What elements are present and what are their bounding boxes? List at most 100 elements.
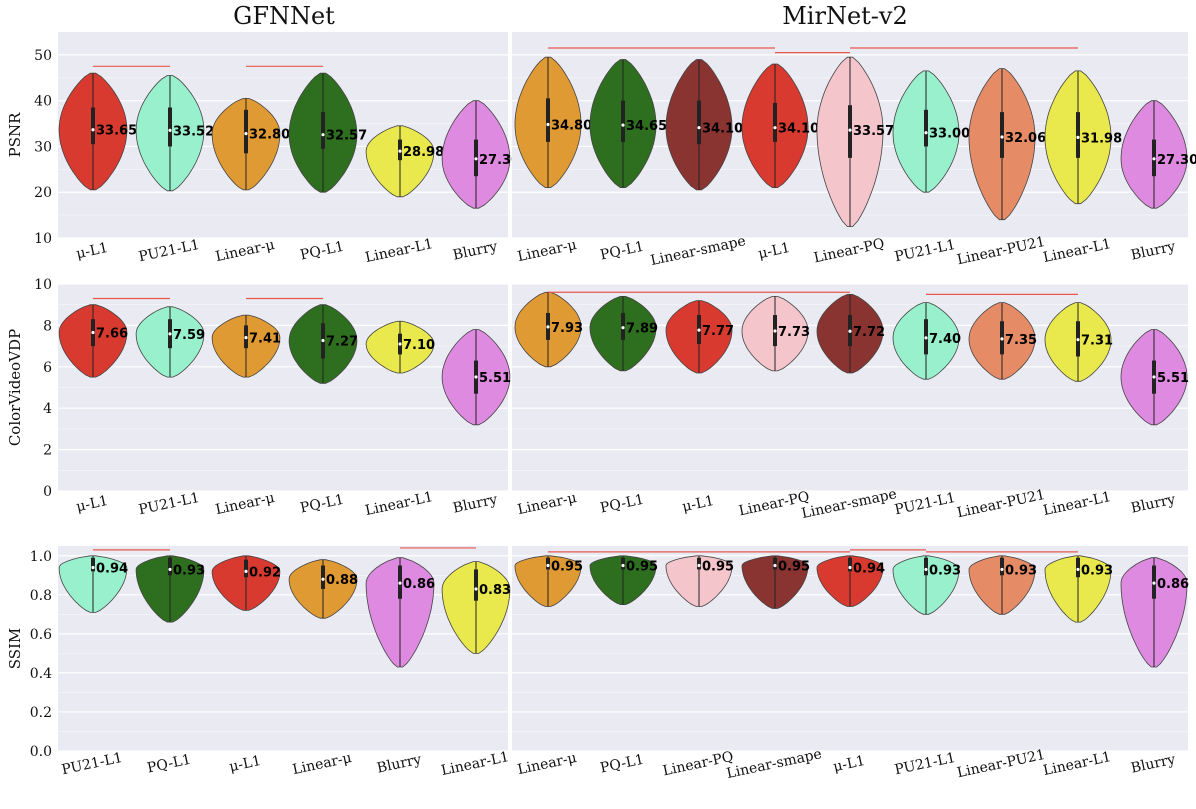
violin-mean-label: 28.98 bbox=[403, 145, 444, 160]
violin-mean-label: 0.93 bbox=[1081, 563, 1113, 578]
x-tick-label: Linear-PQ bbox=[812, 236, 886, 267]
x-tick-label: Linear-μ bbox=[516, 490, 578, 518]
violin-mean-label: 7.27 bbox=[326, 335, 358, 350]
x-tick-label: Linear-μ bbox=[516, 237, 578, 265]
violin-median-dot bbox=[321, 338, 325, 343]
x-tick-label: PU21-L1 bbox=[60, 750, 124, 778]
violin-mean-label: 7.89 bbox=[626, 322, 658, 337]
violin-median-dot bbox=[1076, 338, 1080, 342]
violin-median-dot bbox=[321, 577, 325, 581]
violin-mean-label: 7.10 bbox=[403, 338, 435, 353]
violin-mean-label: 27.30 bbox=[479, 153, 520, 168]
violin-median-dot bbox=[398, 581, 402, 585]
violin-mean-label: 0.95 bbox=[551, 560, 583, 575]
violin-median-dot bbox=[244, 336, 248, 340]
violin-median-dot bbox=[546, 122, 550, 127]
violin-median-dot bbox=[546, 563, 550, 568]
y-axis-label: ColorVideoVDP bbox=[6, 329, 24, 446]
violin-mean-label: 31.98 bbox=[1081, 131, 1122, 146]
x-tick-label: PQ-L1 bbox=[146, 752, 193, 777]
violin-mean-label: 0.83 bbox=[479, 583, 511, 598]
violin-median-dot bbox=[1152, 581, 1156, 585]
violin-mean-label: 7.72 bbox=[853, 325, 885, 340]
violin-mean-label: 0.86 bbox=[403, 577, 435, 592]
chart-panel-4: 0.0 0.2 0.4 0.6 0.8 1.0 SSIM 0.94 PU21-L1 0.93 PQ-… bbox=[6, 546, 511, 779]
x-tick-label: μ-L1 bbox=[832, 753, 867, 775]
y-tick-label: 0.8 bbox=[30, 588, 52, 604]
violin-median-dot bbox=[168, 567, 172, 572]
y-tick-label: 0 bbox=[43, 484, 52, 500]
x-tick-label: Linear-μ bbox=[214, 237, 276, 265]
x-tick-label: Blurry bbox=[1129, 752, 1177, 777]
violin-median-dot bbox=[697, 126, 701, 130]
violin-mean-label: 7.40 bbox=[929, 332, 961, 347]
chart-panel-0: 10 20 30 40 50 PSNR 33.65 μ-L1 33.52 PU21-L1 32.80… bbox=[6, 32, 520, 266]
violin-mean-label: 34.65 bbox=[626, 119, 667, 134]
x-tick-label: Linear-L1 bbox=[1042, 489, 1113, 519]
y-tick-label: 20 bbox=[34, 185, 52, 201]
y-tick-label: 10 bbox=[34, 231, 52, 247]
y-tick-label: 2 bbox=[43, 443, 52, 459]
violin-median-dot bbox=[244, 132, 248, 136]
violin-mean-label: 0.95 bbox=[626, 560, 658, 575]
x-tick-label: Linear-μ bbox=[516, 750, 578, 778]
y-tick-label: 0.2 bbox=[30, 705, 52, 721]
violin-median-dot bbox=[474, 157, 478, 161]
x-tick-label: PU21-L1 bbox=[893, 490, 957, 518]
x-tick-label: Linear-PU21 bbox=[956, 487, 1047, 521]
violin-mean-label: 7.93 bbox=[551, 321, 583, 336]
violin-mean-label: 7.66 bbox=[96, 326, 128, 341]
y-tick-label: 4 bbox=[43, 401, 52, 417]
violin-mean-label: 7.59 bbox=[173, 328, 205, 343]
violin-median-dot bbox=[546, 325, 550, 329]
x-tick-label: PQ-L1 bbox=[299, 239, 346, 264]
violin-mean-label: 33.52 bbox=[173, 124, 214, 139]
x-tick-label: Linear-L1 bbox=[364, 489, 435, 519]
x-tick-label: Blurry bbox=[451, 239, 499, 264]
chart-panel-3: 7.93 Linear-μ 7.89 PQ-L1 7.77 μ-L1 7.73 Linear-… bbox=[512, 283, 1189, 522]
violin-median-dot bbox=[773, 329, 777, 333]
violin-median-dot bbox=[848, 128, 852, 132]
x-tick-label: Linear-μ bbox=[214, 490, 276, 518]
violin-mean-label: 0.88 bbox=[326, 573, 358, 588]
violin-mean-label: 34.80 bbox=[551, 118, 592, 133]
violin-mean-label: 34.10 bbox=[778, 122, 819, 137]
violin-mean-label: 33.00 bbox=[929, 127, 970, 142]
violin-median-dot bbox=[168, 128, 172, 132]
violin-mean-label: 32.57 bbox=[326, 129, 367, 144]
violin-mean-label: 7.31 bbox=[1081, 334, 1113, 349]
x-tick-label: PU21-L1 bbox=[893, 750, 957, 778]
violin-mean-label: 5.51 bbox=[1157, 371, 1189, 386]
violin-median-dot bbox=[621, 123, 625, 127]
violin-mean-label: 7.73 bbox=[778, 325, 810, 340]
violin-median-dot bbox=[697, 328, 701, 332]
violin-mean-label: 5.51 bbox=[479, 371, 511, 386]
y-tick-label: 10 bbox=[34, 277, 52, 293]
y-axis-label: SSIM bbox=[6, 628, 24, 670]
violin-median-dot bbox=[1000, 337, 1004, 341]
violin-median-dot bbox=[1076, 567, 1080, 572]
violin-median-dot bbox=[773, 126, 777, 130]
violin-median-dot bbox=[244, 569, 248, 573]
x-tick-label: PQ-L1 bbox=[599, 752, 646, 777]
x-tick-label: μ-L1 bbox=[75, 240, 110, 262]
x-tick-label: Blurry bbox=[1129, 239, 1177, 264]
violin-mean-label: 27.30 bbox=[1157, 153, 1196, 168]
violin-median-dot bbox=[621, 326, 625, 330]
x-tick-label: μ-L1 bbox=[75, 493, 110, 515]
violin-median-dot bbox=[398, 149, 402, 153]
x-tick-label: Linear-L1 bbox=[1042, 749, 1113, 779]
violin-mean-label: 0.93 bbox=[929, 563, 961, 578]
violin-median-dot bbox=[1152, 375, 1156, 379]
y-axis-label: PSNR bbox=[6, 112, 24, 157]
violin-median-dot bbox=[1076, 135, 1080, 139]
violin-median-dot bbox=[91, 330, 95, 335]
y-tick-label: 1.0 bbox=[30, 549, 52, 565]
x-tick-label: Linear-L1 bbox=[1042, 236, 1113, 266]
violin-mean-label: 0.94 bbox=[96, 561, 128, 576]
violin-median-dot bbox=[1000, 567, 1004, 572]
x-tick-label: Linear-PQ bbox=[661, 749, 735, 780]
x-tick-label: PU21-L1 bbox=[893, 237, 957, 265]
violin-mean-label: 7.41 bbox=[249, 332, 281, 347]
violin-median-dot bbox=[91, 565, 95, 570]
